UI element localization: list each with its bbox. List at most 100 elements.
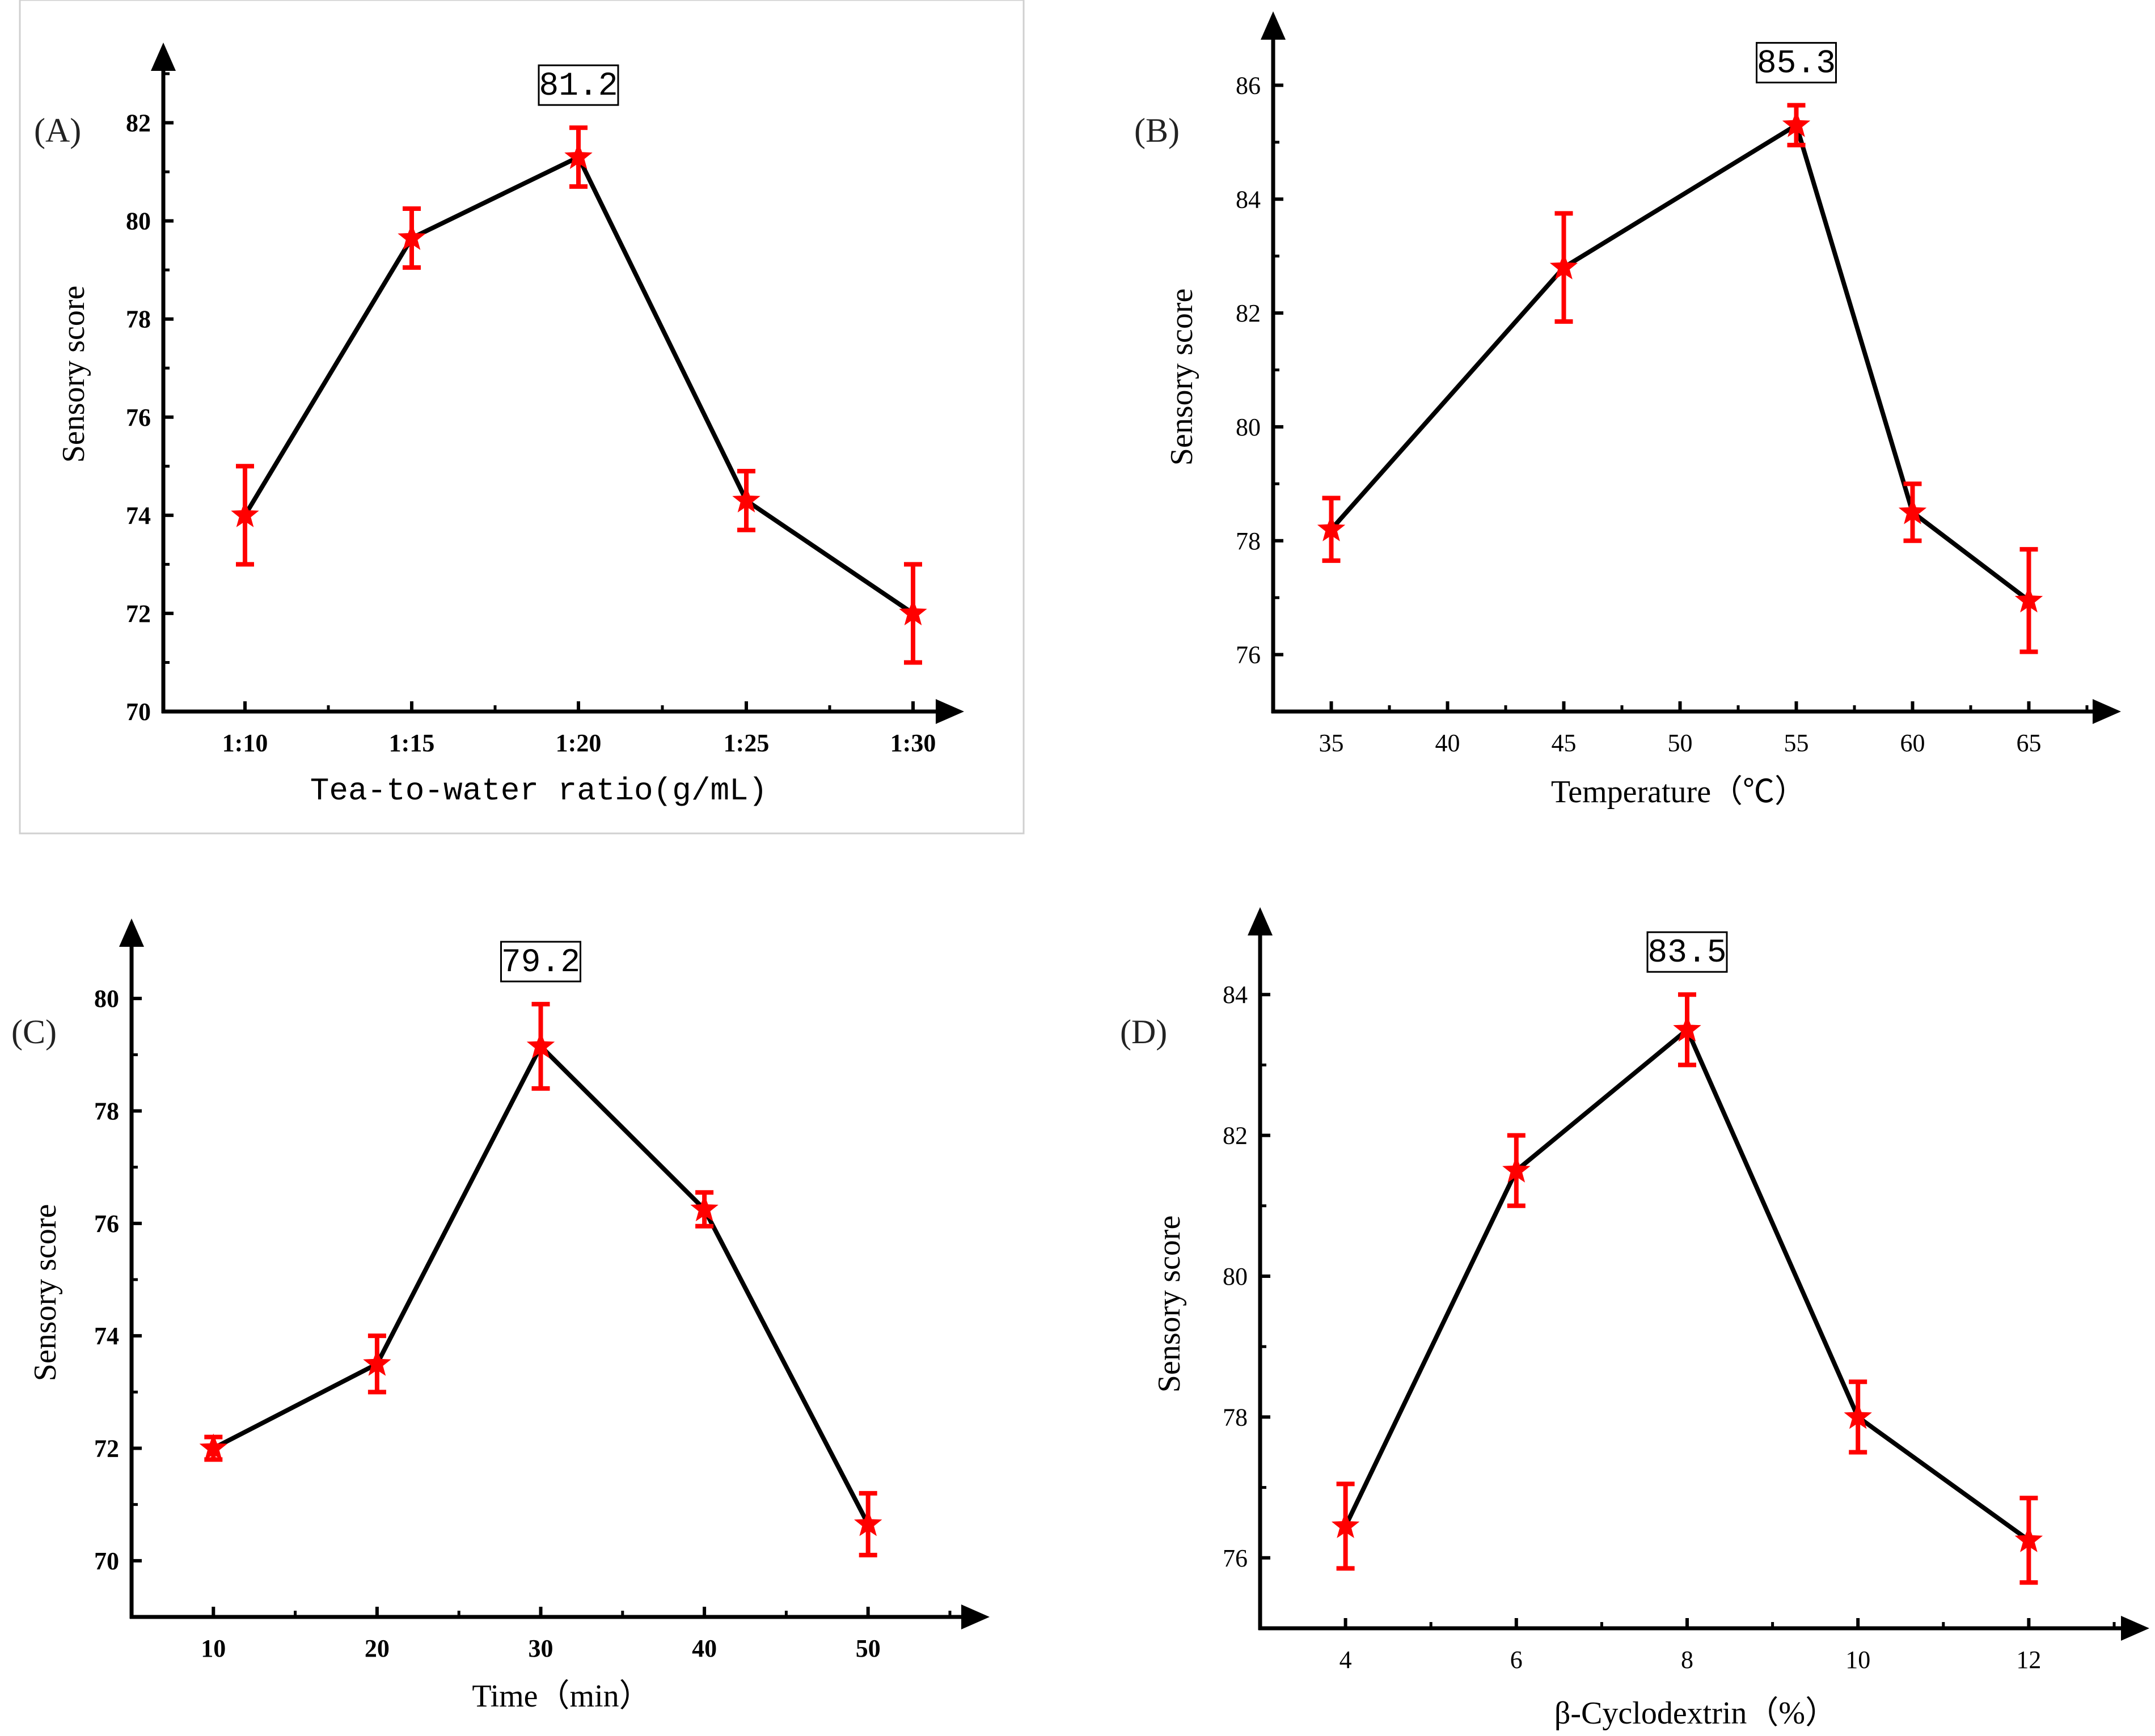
panel-label: (A) <box>34 112 81 149</box>
series-line <box>212 1042 871 1526</box>
data-point <box>732 485 760 513</box>
x-axis-title: β-Cyclodextrin（%） <box>1554 1696 1837 1731</box>
y-tick-label: 78 <box>126 306 151 333</box>
x-tick-label: 1:25 <box>724 729 770 757</box>
x-tick-label: 40 <box>692 1635 717 1662</box>
data-point <box>2014 586 2043 613</box>
panel-label: (B) <box>1134 112 1180 149</box>
y-tick-label: 74 <box>126 502 151 530</box>
data-point <box>899 598 927 625</box>
y-tick-label: 72 <box>126 600 151 628</box>
y-tick-label: 86 <box>1236 71 1261 99</box>
y-axis-arrow <box>151 43 176 71</box>
y-tick-label: 74 <box>94 1322 119 1350</box>
y-tick-label: 76 <box>126 404 151 431</box>
data-point <box>199 1433 227 1460</box>
peak-value-box <box>500 941 581 983</box>
data-point <box>690 1195 719 1222</box>
data-point <box>1844 1402 1872 1429</box>
chart-panel-a: 70 72 74 76 78 80 82 1:10 1:15 1:20 1:25 1:30 Tea-to… <box>19 0 1025 835</box>
data-point <box>1549 252 1578 280</box>
y-axis-title: Sensory score <box>1164 289 1199 466</box>
chart-panel-b: 76 78 80 82 84 86 35 40 45 50 55 60 65 Temperature（℃）… <box>1134 11 2121 810</box>
data-point <box>1673 1015 1701 1042</box>
x-tick-label: 50 <box>856 1635 881 1662</box>
x-tick-label: 1:20 <box>556 729 602 757</box>
x-axis-arrow <box>936 699 964 724</box>
y-tick-label: 80 <box>1223 1263 1248 1290</box>
peak-value-label: 81.2 <box>539 68 618 105</box>
peak-value-box <box>538 64 619 106</box>
data-point <box>1898 497 1927 524</box>
data-point <box>1502 1155 1531 1183</box>
panel-label: (C) <box>11 1013 57 1051</box>
y-tick-label: 70 <box>94 1547 119 1575</box>
y-tick-label: 76 <box>1236 641 1261 669</box>
y-tick-label: 80 <box>94 985 119 1013</box>
y-tick-label: 84 <box>1236 185 1261 213</box>
y-tick-label: 70 <box>126 698 151 726</box>
y-tick-label: 78 <box>1236 527 1261 555</box>
chart-panel-c: 70 72 74 76 78 80 10 20 30 40 50 Time（min） Sensory s… <box>11 918 990 1714</box>
peak-value-box <box>1646 931 1728 973</box>
x-tick-label: 8 <box>1681 1646 1693 1674</box>
y-tick-label: 82 <box>1236 299 1261 327</box>
x-tick-label: 1:30 <box>890 729 936 757</box>
y-tick-label: 84 <box>1223 981 1248 1009</box>
x-tick-label: 55 <box>1784 729 1809 757</box>
y-axis-arrow <box>1248 907 1273 935</box>
data-point <box>854 1509 882 1536</box>
x-axis-arrow <box>2121 1616 2149 1641</box>
x-tick-label: 1:15 <box>389 729 435 757</box>
y-tick-label: 76 <box>1223 1544 1248 1572</box>
data-point <box>526 1031 555 1058</box>
peak-value-label: 83.5 <box>1647 935 1726 972</box>
x-tick-label: 45 <box>1552 729 1577 757</box>
x-tick-label: 60 <box>1900 729 1925 757</box>
x-tick-label: 65 <box>2017 729 2042 757</box>
x-tick-label: 35 <box>1319 729 1344 757</box>
data-point <box>363 1349 391 1376</box>
data-point <box>1782 110 1811 137</box>
x-tick-label: 6 <box>1510 1646 1523 1674</box>
y-tick-label: 72 <box>94 1435 119 1463</box>
y-axis-arrow <box>119 918 144 947</box>
x-tick-label: 1:10 <box>222 729 268 757</box>
x-tick-label: 50 <box>1668 729 1693 757</box>
series-line <box>243 154 915 616</box>
x-tick-label: 12 <box>2016 1646 2041 1674</box>
y-tick-label: 78 <box>1223 1403 1248 1431</box>
data-point <box>1331 1511 1360 1538</box>
peak-value-box <box>1756 42 1837 84</box>
data-point <box>2014 1525 2043 1552</box>
data-point <box>564 142 593 170</box>
x-tick-label: 10 <box>1845 1646 1870 1674</box>
data-point <box>231 500 259 527</box>
data-point <box>398 223 426 250</box>
panel-frame <box>19 0 1025 835</box>
x-axis-title: Tea-to-water ratio(g/mL) <box>310 773 768 809</box>
y-axis-title: Sensory score <box>56 286 91 463</box>
series-line <box>1329 121 2030 603</box>
peak-value-label: 79.2 <box>501 945 580 981</box>
y-axis-title: Sensory score <box>1152 1216 1187 1393</box>
x-tick-label: 20 <box>365 1635 390 1662</box>
panel-label: (D) <box>1120 1013 1167 1051</box>
x-tick-label: 10 <box>201 1635 226 1662</box>
y-axis-arrow <box>1261 11 1286 40</box>
y-tick-label: 82 <box>1223 1122 1248 1150</box>
series-line <box>1343 1026 2030 1542</box>
x-axis-arrow <box>961 1604 990 1629</box>
data-point <box>1317 514 1346 541</box>
y-tick-label: 80 <box>126 208 151 235</box>
y-tick-label: 76 <box>94 1210 119 1238</box>
y-tick-label: 78 <box>94 1098 119 1125</box>
y-tick-label: 82 <box>126 109 151 137</box>
x-axis-title: Temperature（℃） <box>1551 774 1806 810</box>
x-tick-label: 4 <box>1340 1646 1352 1674</box>
peak-value-label: 85.3 <box>1757 46 1836 83</box>
y-axis-title: Sensory score <box>28 1204 63 1382</box>
x-tick-label: 40 <box>1435 729 1460 757</box>
